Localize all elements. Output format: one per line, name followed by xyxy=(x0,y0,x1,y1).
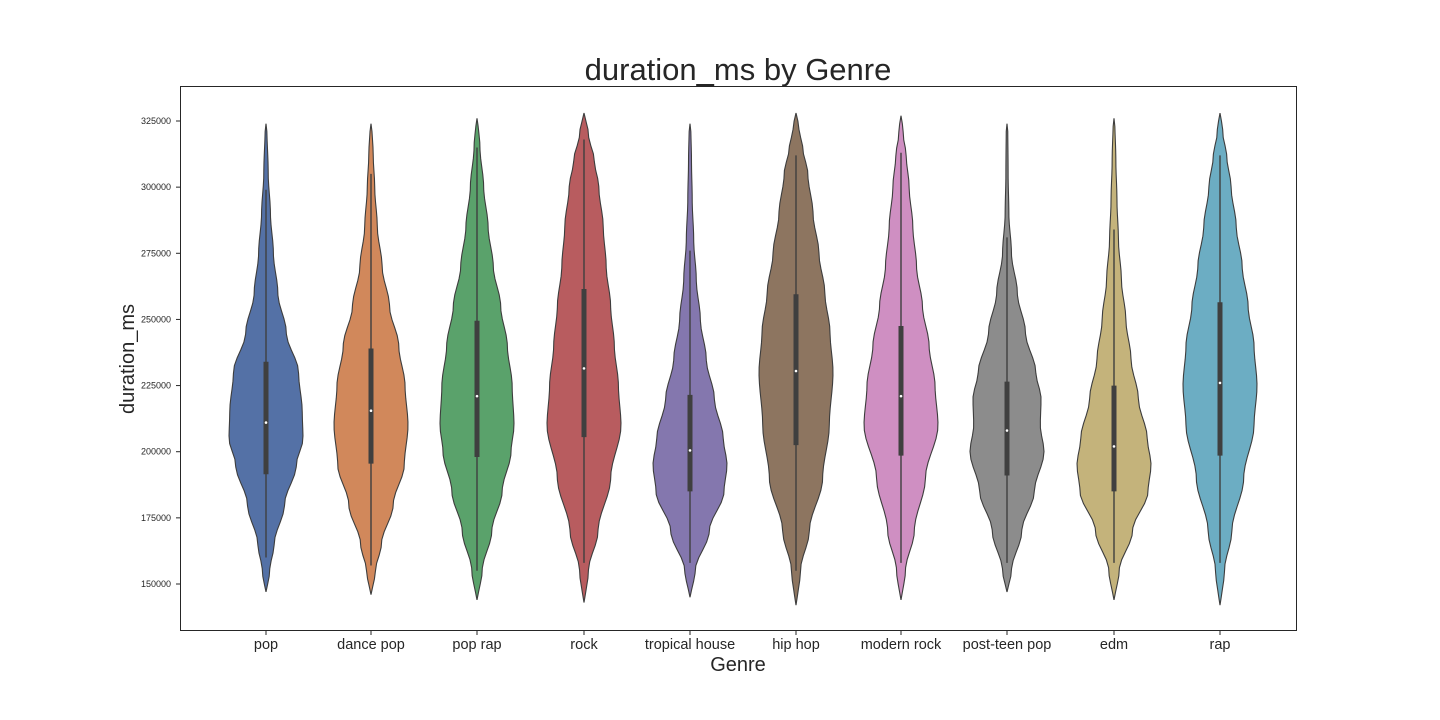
y-tick-label: 200000 xyxy=(141,447,171,457)
y-axis-label: duration_ms xyxy=(117,304,139,414)
y-tick-label: 325000 xyxy=(141,116,171,126)
plot-frame xyxy=(180,86,1297,631)
violin-group xyxy=(758,112,834,606)
x-tick-label: dance pop xyxy=(337,637,405,653)
median-point xyxy=(1112,445,1116,448)
median-point xyxy=(899,394,903,398)
violin-group xyxy=(333,123,409,595)
violin-group xyxy=(439,118,515,600)
median-point xyxy=(1218,381,1222,385)
median-point xyxy=(1005,429,1009,432)
y-tick-label: 175000 xyxy=(141,513,171,523)
violin-group xyxy=(863,115,939,600)
x-tick-label: pop xyxy=(254,637,278,653)
x-axis-label: Genre xyxy=(710,654,766,676)
x-tick-label: pop rap xyxy=(452,637,501,653)
x-tick-label: hip hop xyxy=(772,637,820,653)
median-point xyxy=(264,421,268,424)
y-tick-label: 250000 xyxy=(141,314,171,324)
violin-group xyxy=(546,112,622,603)
x-tick-label: rap xyxy=(1210,637,1231,653)
violin-group xyxy=(1182,112,1258,606)
y-tick-label: 300000 xyxy=(141,182,171,192)
median-point xyxy=(688,449,692,452)
chart-title: duration_ms by Genre xyxy=(585,52,892,87)
y-axis: 150000 175000 200000 225000 250000 275000 3000… xyxy=(141,116,181,589)
x-tick-label: edm xyxy=(1100,637,1128,653)
y-tick-label: 225000 xyxy=(141,381,171,391)
violin-group xyxy=(652,123,728,598)
x-tick-label: post-teen pop xyxy=(963,637,1052,653)
y-tick-label: 275000 xyxy=(141,248,171,258)
median-point xyxy=(369,409,373,413)
plot-area xyxy=(228,112,1258,606)
x-tick-label: rock xyxy=(570,637,598,653)
violin-group xyxy=(228,123,304,593)
violin-group xyxy=(1076,118,1152,600)
median-point xyxy=(475,394,479,398)
x-tick-label: tropical house xyxy=(645,637,735,653)
y-tick-label: 150000 xyxy=(141,579,171,589)
x-tick-label: modern rock xyxy=(861,637,942,653)
violin-group xyxy=(969,123,1045,593)
median-point xyxy=(794,369,798,373)
median-point xyxy=(582,367,586,370)
x-axis: pop dance pop pop rap rock tropical house hip… xyxy=(254,630,1231,653)
